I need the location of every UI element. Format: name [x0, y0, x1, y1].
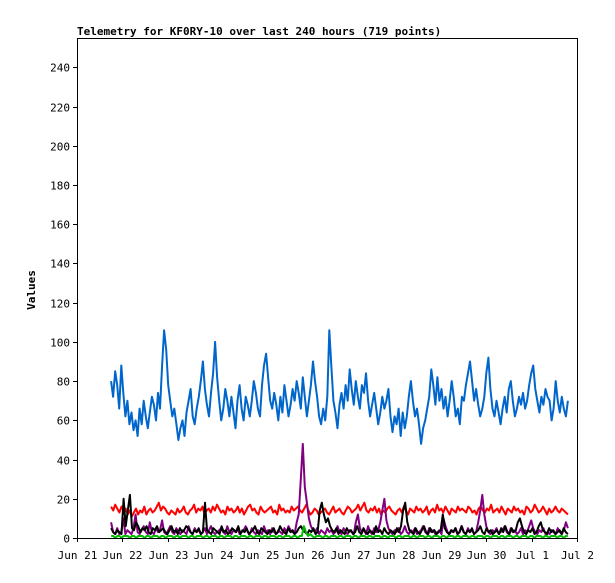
x-tick-label: Jun 29: [422, 549, 462, 562]
x-tick-label: Jul 1: [516, 549, 549, 562]
y-tick-label: 120: [50, 298, 70, 311]
series-line-3: [110, 493, 569, 536]
x-tick-label: Jun 21: [58, 549, 98, 562]
x-tick-label: Jun 26: [285, 549, 325, 562]
series-layer: [110, 329, 569, 539]
y-tick-label: 200: [50, 141, 70, 154]
y-tick-label: 20: [57, 494, 70, 507]
plot-frame: [77, 38, 578, 539]
y-axis-label: Values: [25, 270, 38, 310]
series-line-4: [111, 525, 568, 539]
y-tick-label: 60: [57, 415, 70, 428]
series-line-2: [110, 442, 569, 536]
y-tick-label: 180: [50, 180, 70, 193]
y-tick-label: 80: [57, 376, 70, 389]
y-tick-label: 220: [50, 102, 70, 115]
x-axis: Jun 21 Jun 22 Jun 23 Jun 24 Jun 25 Jun 26 Jun …: [58, 538, 594, 562]
series-line-1: [110, 501, 569, 518]
x-tick-label: Jun 22: [103, 549, 143, 562]
x-tick-label: Jun 25: [240, 549, 280, 562]
x-tick-label: Jun 23: [149, 549, 189, 562]
y-tick-label: 140: [50, 258, 70, 271]
x-tick-label: Jul 2: [561, 549, 594, 562]
y-axis: 0 20 40 60 80 100 120 140 160 180 200 220 240: [50, 62, 77, 546]
y-tick-label: 40: [57, 455, 70, 468]
y-tick-label: 240: [50, 62, 70, 75]
y-tick-label: 160: [50, 219, 70, 232]
chart-title: Telemetry for KF0RY-10 over last 240 hou…: [77, 25, 441, 38]
x-tick-label: Jun 24: [194, 549, 234, 562]
y-tick-label: 100: [50, 337, 70, 350]
x-tick-label: Jun 28: [376, 549, 416, 562]
series-line-0: [110, 329, 569, 445]
x-tick-label: Jun 30: [467, 549, 507, 562]
y-tick-label: 0: [63, 533, 70, 546]
x-tick-label: Jun 27: [331, 549, 371, 562]
